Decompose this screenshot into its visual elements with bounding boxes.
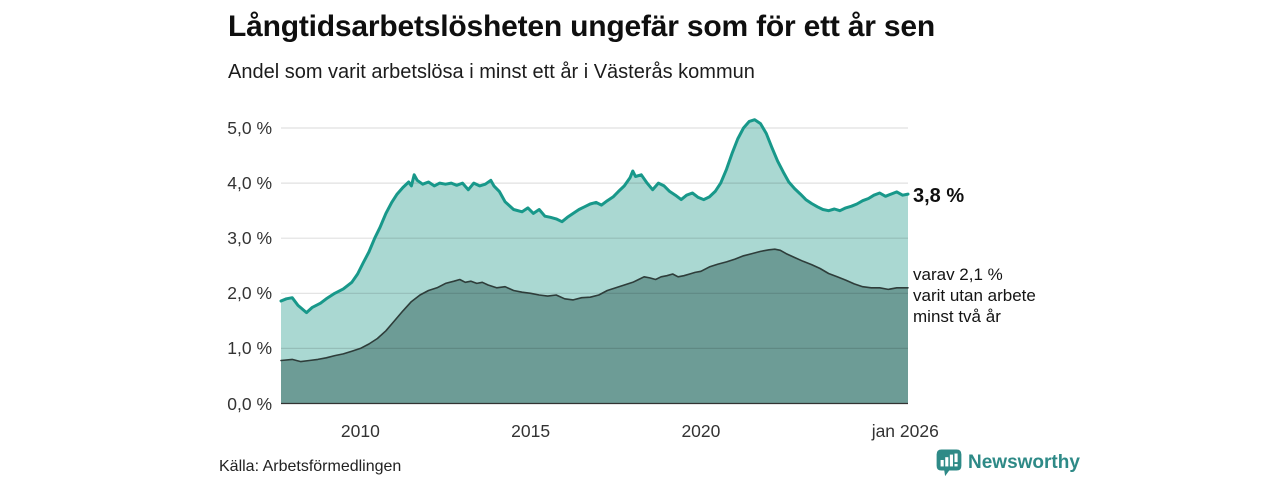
x-axis-tick-label: 2015 [511,421,551,441]
end-value-label: 3,8 % [913,185,965,207]
y-axis-tick-label: 5,0 % [227,118,272,138]
newsworthy-logo-icon [936,449,962,477]
x-axis-tick-label: 2010 [340,421,380,441]
brand-lockup: Newsworthy [936,449,1080,477]
chart-subtitle: Andel som varit arbetslösa i minst ett å… [228,61,755,83]
y-axis-tick-label: 3,0 % [227,228,272,249]
secondary-series-label: varav 2,1 % varit utan arbete minst två … [913,264,1036,327]
y-axis-tick-label: 1,0 % [227,338,272,359]
brand-name: Newsworthy [968,452,1080,473]
secondary-label-line: minst två år [913,307,1001,326]
secondary-label-line: varav 2,1 % [913,265,1003,284]
y-axis-tick-label: 2,0 % [227,283,272,304]
series-line-1 [280,248,909,363]
secondary-label-line: varit utan arbete [913,286,1036,305]
x-axis-tick-label: 2020 [681,421,721,441]
y-axis-tick-label: 0,0 % [227,393,272,414]
x-axis-tick-label: jan 2026 [871,421,939,441]
page-title: Långtidsarbetslösheten ungefär som för e… [228,10,936,43]
source-note: Källa: Arbetsförmedlingen [219,458,402,475]
series-line-0 [279,118,910,315]
y-axis-tick-label: 4,0 % [227,173,272,194]
